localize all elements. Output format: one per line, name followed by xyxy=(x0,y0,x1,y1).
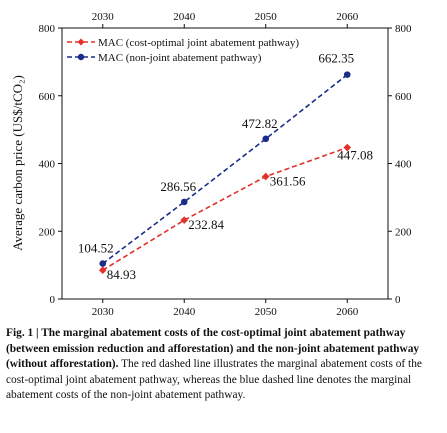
data-label: 286.56 xyxy=(160,179,196,194)
data-label: 447.08 xyxy=(337,148,373,163)
series-layer: 84.93 232.84 361.56 447.08 104.52 286.56 472.8… xyxy=(78,51,373,283)
data-point xyxy=(98,266,107,275)
data-point xyxy=(180,198,188,206)
y-tick-label-right: 400 xyxy=(395,159,412,171)
data-point xyxy=(261,172,270,181)
data-label: 472.82 xyxy=(242,116,278,131)
legend-label: MAC (cost-optimal joint abatement pathwa… xyxy=(98,37,299,49)
x-tick-label-bottom: 2060 xyxy=(336,306,359,318)
data-point xyxy=(343,71,351,78)
y-tick-label-left: 400 xyxy=(39,159,56,171)
legend-item: MAC (non-joint abatement pathway) xyxy=(67,52,262,64)
legend-marker xyxy=(77,53,85,61)
series-line xyxy=(102,146,348,271)
figure-caption: Fig. 1 | The marginal abatement costs of… xyxy=(6,326,442,404)
data-label: 104.52 xyxy=(78,241,114,256)
series-line xyxy=(102,74,348,265)
series-cost-optimal: 84.93 232.84 361.56 447.08 xyxy=(98,143,373,282)
data-point xyxy=(262,135,270,143)
y-tick-label-right: 600 xyxy=(395,91,412,103)
ticks: 2030 2030 2040 2040 2050 2050 2060 2060 0 0 200 200… xyxy=(39,11,413,318)
caption-text: The red dashed line illustrates the marg… xyxy=(6,358,422,402)
y-tick-label-right: 0 xyxy=(395,294,401,306)
series-non-joint: 104.52 286.56 472.82 662.35 xyxy=(78,51,354,267)
x-tick-label-bottom: 2050 xyxy=(255,306,278,318)
y-tick-label-left: 0 xyxy=(50,294,56,306)
y-axis-title: Average carbon price (US$/tCO₂) xyxy=(10,75,25,251)
data-label: 232.84 xyxy=(188,217,224,232)
x-tick-label-top: 2060 xyxy=(336,11,359,23)
y-tick-label-left: 600 xyxy=(39,91,56,103)
data-point xyxy=(343,143,352,152)
data-label: 662.35 xyxy=(318,51,354,66)
y-tick-label-left: 800 xyxy=(39,23,56,35)
data-label: 361.56 xyxy=(270,174,306,189)
x-tick-label-top: 2050 xyxy=(255,11,278,23)
legend-item: MAC (cost-optimal joint abatement pathwa… xyxy=(67,37,299,49)
legend-marker xyxy=(77,38,85,46)
y-tick-label-left: 200 xyxy=(39,226,56,238)
y-tick-label-right: 800 xyxy=(395,23,412,35)
y-tick-label-right: 200 xyxy=(395,226,412,238)
x-tick-label-bottom: 2030 xyxy=(92,306,115,318)
data-point xyxy=(99,260,107,267)
x-tick-label-bottom: 2040 xyxy=(173,306,196,318)
data-point xyxy=(180,216,189,224)
x-tick-label-top: 2030 xyxy=(92,11,115,23)
legend: MAC (cost-optimal joint abatement pathwa… xyxy=(67,37,299,64)
x-tick-label-top: 2040 xyxy=(173,11,196,23)
legend-label: MAC (non-joint abatement pathway) xyxy=(98,52,262,64)
data-label: 84.93 xyxy=(107,267,136,282)
chart: 2030 2030 2040 2040 2050 2050 2060 2060 0 0 200 200… xyxy=(10,11,413,318)
caption-bold: Fig. 1 | The marginal abatement costs of… xyxy=(6,327,420,371)
